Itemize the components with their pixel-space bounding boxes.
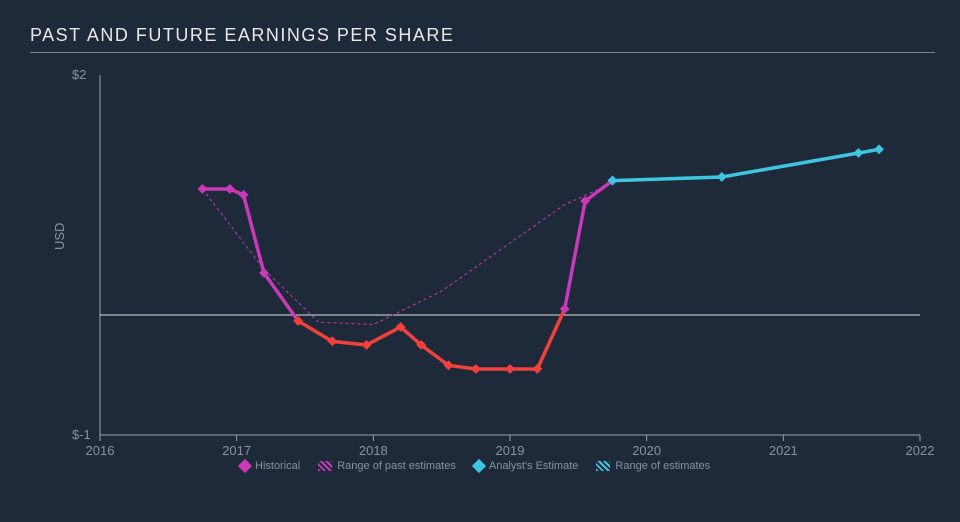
diamond-icon [238, 459, 252, 473]
x-tick-label: 2020 [627, 443, 667, 458]
diamond-icon [472, 459, 486, 473]
x-tick-label: 2017 [217, 443, 257, 458]
plot-area [100, 75, 920, 435]
y-tick-label: $-1 [72, 427, 91, 442]
legend-label: Historical [255, 460, 300, 472]
y-axis-title: USD [52, 223, 67, 250]
hatch-icon [318, 461, 332, 471]
legend-analyst: Analyst's Estimate [474, 460, 579, 472]
x-tick-label: 2019 [490, 443, 530, 458]
x-tick-label: 2018 [353, 443, 393, 458]
y-tick-label: $2 [72, 67, 86, 82]
chart-title: PAST AND FUTURE EARNINGS PER SHARE [30, 25, 935, 53]
legend: Historical Range of past estimates Analy… [240, 460, 710, 472]
legend-label: Analyst's Estimate [489, 460, 579, 472]
legend-label: Range of estimates [615, 460, 710, 472]
legend-historical: Historical [240, 460, 300, 472]
x-tick-label: 2016 [80, 443, 120, 458]
legend-label: Range of past estimates [337, 460, 456, 472]
x-tick-label: 2022 [900, 443, 940, 458]
legend-future-range: Range of estimates [596, 460, 710, 472]
legend-past-range: Range of past estimates [318, 460, 456, 472]
x-tick-label: 2021 [763, 443, 803, 458]
hatch-icon [596, 461, 610, 471]
